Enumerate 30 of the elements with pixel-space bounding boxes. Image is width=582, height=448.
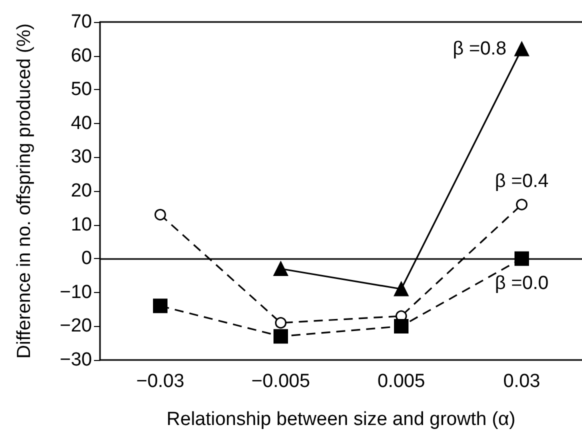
point	[153, 298, 168, 314]
point	[394, 318, 408, 334]
point	[154, 208, 166, 220]
y-tick-label: 60	[70, 45, 92, 66]
x-axis-title: Relationship between size and growth (α)	[166, 409, 516, 430]
point	[394, 282, 408, 296]
x-tick-label: 0.005	[377, 371, 426, 392]
y-tick-label: 40	[70, 112, 92, 134]
y-tick-label: −20	[60, 316, 92, 337]
point	[514, 251, 529, 266]
point	[274, 261, 288, 276]
y-axis-title: Difference in no. offspring produced (%)	[14, 23, 35, 359]
point	[514, 42, 529, 56]
y-tick-label: 50	[70, 79, 92, 100]
series-label: β =0.8	[452, 38, 506, 60]
series-label: β =0.4	[494, 170, 550, 192]
x-tick-label: −0.005	[251, 371, 310, 392]
point	[274, 329, 288, 344]
point	[275, 317, 286, 329]
y-tick-label: 30	[70, 146, 92, 168]
point	[516, 198, 528, 210]
y-tick-label: 10	[70, 214, 92, 236]
y-tick-label: 0	[81, 248, 92, 270]
y-tick-label: −10	[60, 282, 92, 303]
series-label: β =0.0	[494, 272, 549, 294]
y-tick-label: 70	[70, 12, 92, 32]
x-tick-label: 0.03	[503, 371, 540, 392]
y-tick-label: 20	[70, 180, 92, 202]
x-tick-label: −0.03	[136, 371, 184, 392]
y-tick-label: −30	[60, 350, 92, 370]
